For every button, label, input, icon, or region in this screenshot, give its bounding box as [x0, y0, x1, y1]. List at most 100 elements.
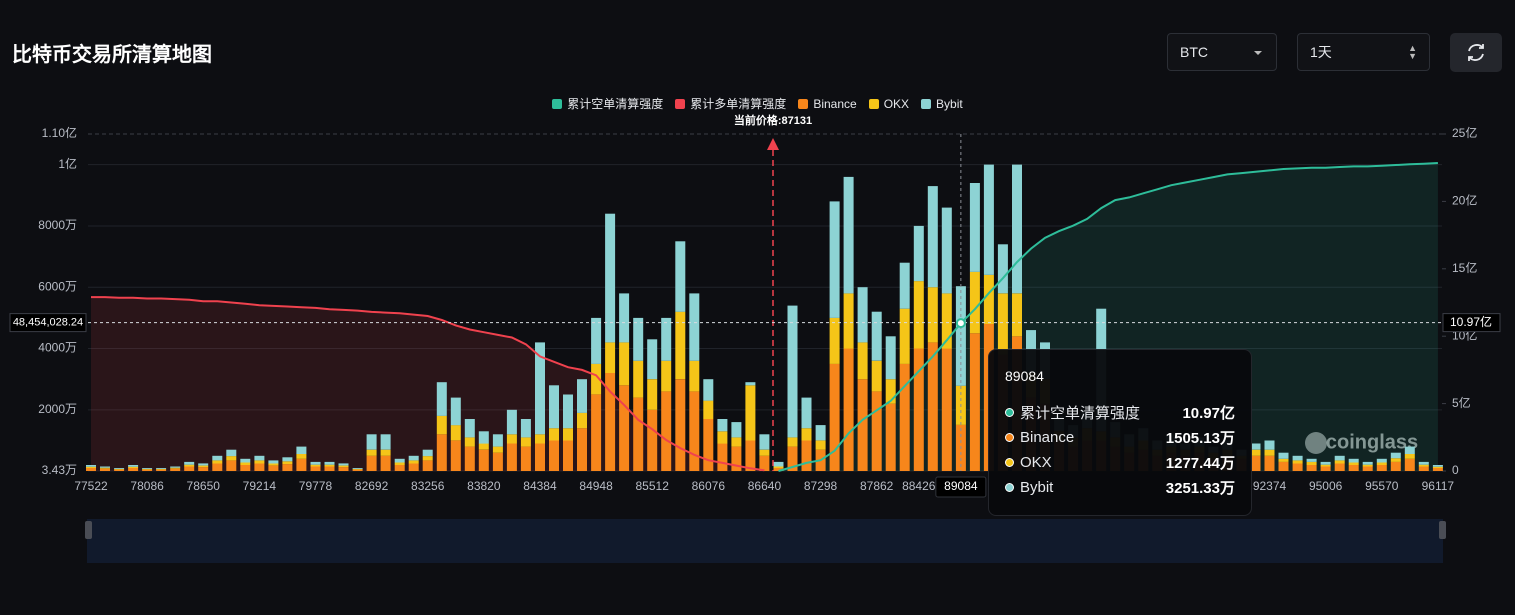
bar — [787, 437, 798, 447]
bar — [240, 465, 251, 471]
bar — [1292, 460, 1303, 464]
crosshair-y-label: 48,454,028.24 — [13, 317, 83, 329]
bar — [282, 461, 293, 465]
bar — [436, 434, 447, 471]
bar — [843, 348, 854, 471]
bar — [324, 461, 335, 465]
bar — [198, 465, 209, 468]
legend: 累计空单清算强度 累计多单清算强度 Binance OKX Bybit — [0, 95, 1515, 112]
bar — [633, 360, 644, 398]
symbol-select[interactable]: BTC — [1167, 33, 1277, 71]
y2-tick-label: 15亿 — [1452, 260, 1477, 275]
x-tick-label: 95006 — [1309, 479, 1343, 493]
bar — [338, 465, 349, 468]
refresh-button[interactable] — [1450, 33, 1502, 72]
crosshair-y2-label: 10.97亿 — [1450, 314, 1492, 329]
bar — [100, 466, 110, 468]
bar — [450, 440, 461, 471]
tooltip-dot — [1005, 458, 1014, 467]
bar — [380, 434, 391, 450]
bar — [1362, 461, 1373, 465]
zoom-slider[interactable] — [87, 519, 1443, 563]
bar — [857, 379, 868, 471]
bar — [703, 379, 714, 401]
bar — [885, 379, 896, 404]
bar — [633, 317, 644, 361]
bar — [591, 394, 602, 471]
bar — [1390, 461, 1401, 471]
bar — [394, 462, 405, 465]
bar — [520, 437, 531, 447]
bar — [296, 453, 307, 459]
bar — [829, 317, 840, 364]
bar — [1320, 461, 1331, 465]
x-tick-label: 84948 — [579, 479, 613, 493]
bar — [100, 467, 110, 469]
bar — [829, 201, 840, 318]
bar — [226, 460, 237, 471]
bar — [478, 443, 489, 450]
bar — [1432, 468, 1443, 471]
x-tick-label: 92374 — [1253, 479, 1287, 493]
bar — [717, 431, 728, 444]
bar — [506, 443, 517, 471]
bar — [464, 446, 475, 471]
bar — [114, 469, 125, 471]
interval-select[interactable]: 1天 ▲ ▼ — [1297, 33, 1430, 71]
bar — [520, 419, 531, 438]
legend-swatch — [798, 98, 809, 109]
bar — [773, 461, 784, 467]
bar — [310, 461, 321, 465]
bar — [1334, 455, 1345, 461]
bar — [969, 271, 980, 334]
bar — [703, 419, 714, 471]
bar — [450, 397, 461, 426]
bar — [1292, 455, 1303, 461]
tooltip-value: 10.97亿 — [1182, 405, 1235, 422]
bar — [506, 409, 517, 435]
bar — [1320, 464, 1331, 467]
bar — [394, 465, 405, 471]
legend-item: 累计空单清算强度 — [552, 95, 663, 112]
bar — [717, 419, 728, 432]
bar — [184, 464, 195, 467]
tooltip-value: 3251.33万 — [1165, 480, 1235, 497]
bar — [408, 463, 419, 471]
y-tick-label: 4000万 — [38, 341, 77, 355]
symbol-value: BTC — [1180, 44, 1208, 60]
bar — [478, 431, 489, 444]
bar — [226, 449, 237, 457]
bar — [1334, 460, 1345, 464]
tooltip-value: 1277.44万 — [1165, 455, 1235, 472]
bar — [324, 464, 335, 467]
bar — [927, 186, 938, 288]
bar — [422, 460, 433, 471]
bar — [1348, 458, 1359, 463]
tooltip-dot — [1005, 408, 1014, 417]
bar — [619, 293, 630, 343]
bar — [535, 342, 545, 435]
y2-tick-label: 0 — [1452, 463, 1459, 477]
bar — [941, 348, 952, 471]
bar — [745, 382, 756, 386]
bar — [1418, 464, 1429, 467]
bar — [422, 449, 433, 457]
bar — [871, 311, 882, 361]
bar — [549, 440, 559, 471]
bar — [913, 225, 924, 282]
bar — [969, 183, 980, 272]
x-tick-label: 78650 — [187, 479, 221, 493]
zoom-handle[interactable] — [85, 521, 92, 539]
tooltip-name: 累计空单清算强度 — [1020, 405, 1141, 422]
zoom-handle[interactable] — [1439, 521, 1446, 539]
bar — [1278, 458, 1289, 462]
tooltip-row: Bybit 3251.33万 — [1005, 475, 1235, 500]
bar — [450, 425, 461, 441]
bar — [184, 461, 195, 465]
legend-label: Bybit — [936, 96, 963, 111]
bar — [338, 463, 349, 466]
bar — [324, 466, 335, 471]
x-tick-label: 77522 — [74, 479, 108, 493]
bar — [142, 469, 153, 470]
interval-value: 1天 — [1310, 44, 1332, 60]
